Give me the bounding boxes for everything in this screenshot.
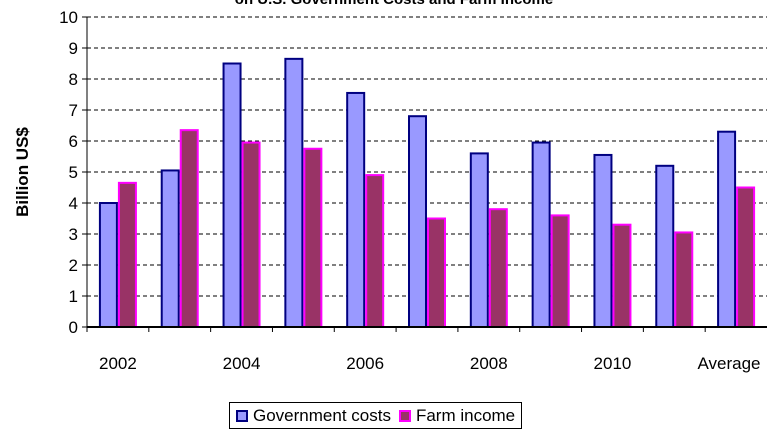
y-tick-label-4: 4 <box>69 194 78 213</box>
legend-swatch-government-costs <box>236 409 248 422</box>
legend-label-farm-income: Farm income <box>415 405 516 425</box>
bar-farm-income-9 <box>674 231 694 328</box>
bar-farm-income-4 <box>365 174 385 328</box>
bar-farm-income-0 <box>117 181 137 328</box>
bar-farm-income-7 <box>550 214 570 328</box>
y-axis-label: Billion US$ <box>13 127 32 217</box>
axes <box>82 16 767 332</box>
bar-government-costs-9 <box>655 164 675 328</box>
legend-item-farm-income: Farm income <box>398 405 516 426</box>
x-tick-label-8: 2010 <box>594 354 632 373</box>
y-tick-label-8: 8 <box>69 70 78 89</box>
x-tick-label-6: 2008 <box>470 354 508 373</box>
bar-farm-income-3 <box>303 147 323 328</box>
x-tick-label-2: 2004 <box>223 354 261 373</box>
y-tick-label-2: 2 <box>69 256 78 275</box>
bars <box>98 57 756 328</box>
bar-farm-income-1 <box>179 129 199 328</box>
legend: Government costs Farm income <box>229 402 523 429</box>
y-tick-label-0: 0 <box>69 318 78 337</box>
y-tick-label-5: 5 <box>69 163 78 182</box>
x-tick-label-4: 2006 <box>346 354 384 373</box>
bar-government-costs-10 <box>717 130 737 328</box>
y-tick-label-7: 7 <box>69 101 78 120</box>
bar-government-costs-1 <box>160 169 180 328</box>
x-tick-labels: 2002 2004 2006 2008 2010 Average <box>99 354 761 373</box>
chart-title: on U.S. Government Costs and Farm Income <box>235 0 553 8</box>
bar-government-costs-2 <box>222 62 242 328</box>
y-tick-label-9: 9 <box>69 39 78 58</box>
bar-government-costs-7 <box>531 141 551 328</box>
bar-government-costs-4 <box>346 91 366 328</box>
bar-farm-income-10 <box>736 186 756 328</box>
bar-farm-income-5 <box>427 217 446 328</box>
legend-swatch-farm-income <box>398 409 411 422</box>
y-tick-label-1: 1 <box>69 287 78 306</box>
y-tick-labels: 0 1 2 3 4 5 6 7 8 9 10 <box>59 8 78 337</box>
y-tick-label-6: 6 <box>69 132 78 151</box>
legend-item-government-costs: Government costs <box>236 406 391 426</box>
bar-government-costs-0 <box>98 202 118 328</box>
bar-government-costs-6 <box>469 152 489 328</box>
x-tick-label-0: 2002 <box>99 354 137 373</box>
bar-government-costs-8 <box>593 153 613 328</box>
legend-label-government-costs: Government costs <box>253 405 391 425</box>
bar-farm-income-8 <box>612 223 632 328</box>
y-tick-label-3: 3 <box>69 225 78 244</box>
bar-farm-income-2 <box>241 141 261 328</box>
bar-farm-income-6 <box>488 208 508 328</box>
bar-government-costs-5 <box>408 115 427 328</box>
bar-government-costs-3 <box>284 57 304 328</box>
y-tick-label-10: 10 <box>59 8 78 27</box>
x-tick-label-10: Average <box>697 354 760 373</box>
